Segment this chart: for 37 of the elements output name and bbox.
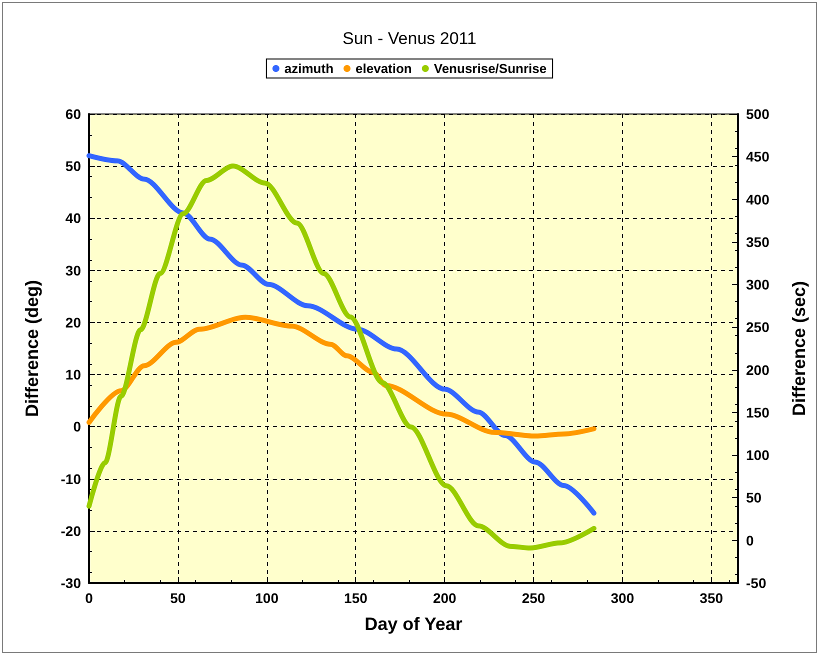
y2-tick-label: 100: [746, 447, 770, 464]
y2-axis-title: Difference (sec): [789, 280, 809, 416]
y2-tick-label: 300: [746, 276, 770, 293]
y-tick-label: 50: [65, 158, 82, 174]
x-tick-label: 300: [610, 590, 634, 606]
y2-tick-label: 500: [746, 106, 770, 122]
x-axis-title: Day of Year: [364, 614, 462, 634]
y2-tick-label: 400: [746, 191, 770, 208]
y2-tick-label: 50: [746, 490, 762, 506]
x-tick-label: 200: [432, 590, 457, 606]
legend-label: azimuth: [284, 61, 334, 76]
x-tick-label: 350: [700, 590, 724, 606]
y-axis-title: Difference (deg): [22, 280, 42, 418]
y-tick-label: 0: [73, 418, 82, 435]
x-tick-label: 150: [344, 590, 368, 606]
y-tick-label: 40: [65, 210, 82, 226]
y2-tick-label: 450: [746, 148, 770, 165]
y2-tick-label: 0: [746, 532, 754, 548]
legend-label: Venusrise/Sunrise: [434, 61, 547, 76]
y2-tick-label: 350: [746, 234, 770, 250]
y-tick-label: -10: [60, 470, 82, 487]
y2-tick-label: 200: [746, 362, 770, 378]
chart-title: Sun - Venus 2011: [342, 29, 476, 48]
y-tick-label: 60: [65, 106, 82, 122]
y2-tick-label: -50: [746, 575, 766, 591]
x-tick-label: 0: [85, 590, 94, 606]
y-tick-label: 30: [65, 262, 82, 278]
y2-tick-label: 150: [746, 404, 770, 420]
legend-label: elevation: [356, 61, 412, 76]
x-tick-label: 50: [170, 590, 186, 606]
x-tick-label: 100: [255, 590, 279, 606]
x-tick-label: 250: [522, 590, 546, 606]
y-tick-label: 20: [65, 314, 82, 330]
y-tick-label: -30: [60, 575, 82, 591]
y2-tick-label: 250: [746, 319, 770, 336]
y-tick-label: 10: [65, 366, 82, 383]
y-tick-label: -20: [60, 522, 82, 539]
